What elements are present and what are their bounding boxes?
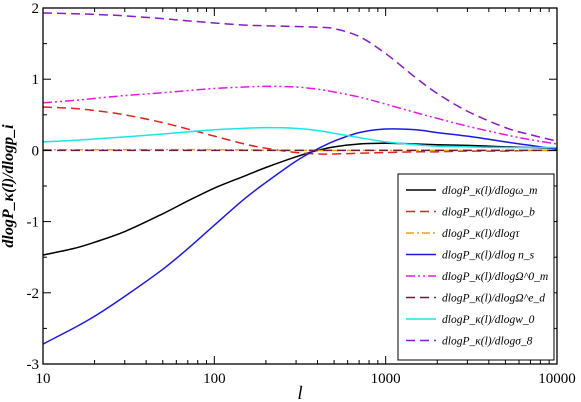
tick-layer: 10 100 1000 10000 -3 -2 -1 0 1 2 (27, 1, 576, 387)
legend-label-6: dlogP_κ(l)/dlogw_0 (442, 314, 535, 326)
legend: dlogP_κ(l)/dlogω_m dlogP_κ(l)/dlogω_bdlog… (397, 173, 555, 361)
series-line-2 (43, 148, 557, 152)
y-tick-label: -1 (27, 215, 40, 231)
x-tick-label: 100 (203, 371, 226, 387)
legend-label-5: dlogP_κ(l)/dlogΩ^e_d (442, 293, 545, 305)
x-tick-label: 1000 (371, 371, 401, 387)
series-line-3 (42, 128, 558, 345)
y-tick-label: 1 (32, 72, 40, 88)
y-axis-title: dlogP_κ(l)/dlogp_i (0, 124, 17, 248)
x-tick-label: 10 (36, 371, 51, 387)
y-tick-label: 0 (32, 143, 40, 159)
x-tick-label: 10000 (538, 371, 576, 387)
series-line-7 (42, 12, 558, 142)
series-layer (42, 12, 558, 345)
legend-label-7: dlogP_κ(l)/dlogσ_8 (442, 336, 533, 348)
series-line-6 (42, 126, 557, 149)
series-line-4 (42, 85, 558, 145)
y-tick-label: -2 (27, 286, 40, 302)
legend-label-3: dlogP_κ(l)/dlog n_s (442, 250, 535, 262)
y-tick-label: -3 (27, 357, 40, 373)
y-tick-label: 2 (32, 1, 40, 17)
legend-label-4: dlogP_κ(l)/dlogΩ^0_m (442, 271, 548, 283)
legend-label-0: dlogP_κ(l)/dlogω_m (442, 185, 537, 197)
legend-box (397, 173, 555, 361)
legend-label-1: dlogP_κ(l)/dlogω_b (442, 207, 535, 219)
legend-label-2: dlogP_κ(l)/dlogτ (442, 228, 520, 240)
x-axis-title: l (297, 383, 302, 402)
